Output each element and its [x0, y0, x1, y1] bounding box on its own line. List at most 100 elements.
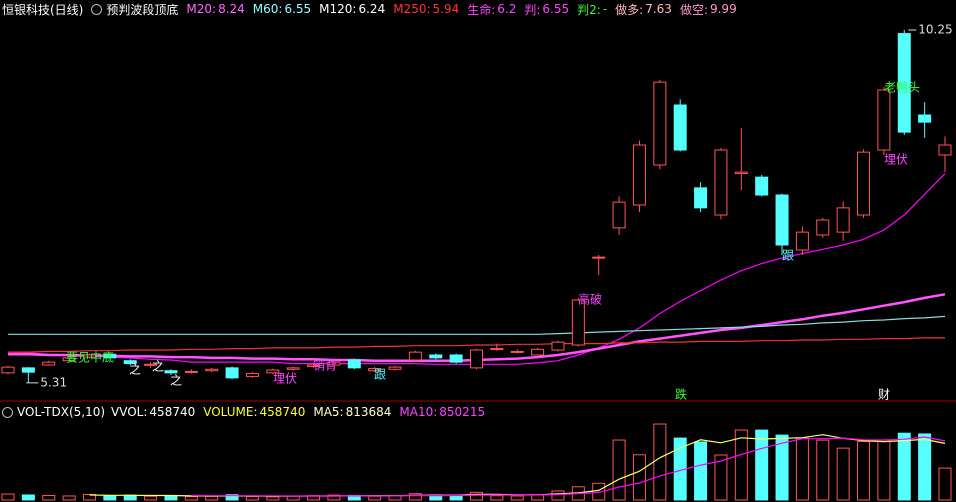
- candle-body: [408, 351, 422, 361]
- volume-bar: [551, 490, 565, 501]
- signal-label: 跌: [675, 387, 687, 402]
- candle-body: [103, 353, 117, 359]
- volume-bar: [408, 493, 422, 501]
- candle-body: [164, 370, 178, 374]
- candle-body: [225, 367, 239, 379]
- candle-body: [755, 176, 769, 196]
- indicator-icon: [91, 3, 103, 15]
- volume-bar: [327, 494, 341, 501]
- candle-body: [897, 33, 911, 133]
- volume-bar: [266, 496, 280, 501]
- volume-bar: [82, 493, 96, 501]
- legend-value: 8.24: [218, 2, 245, 16]
- candle-body: [245, 373, 259, 377]
- main-header: 恒银科技(日线) 预判波段顶底 M20: 8.24 M60: 6.55 M120: 6.2…: [2, 1, 745, 17]
- volume-bar: [510, 495, 524, 501]
- volume-bar: [653, 423, 667, 501]
- candle-body: [21, 367, 35, 373]
- signal-label: 销背: [313, 359, 337, 373]
- volume-bar: [836, 447, 850, 501]
- candle-body: [123, 360, 137, 365]
- legend-label: 判2:: [577, 2, 601, 17]
- indicator-name: 预判波段顶底: [106, 2, 179, 17]
- volume-bar: [245, 496, 259, 501]
- volume-bar: [734, 429, 748, 501]
- candle-body: [388, 366, 402, 370]
- volume-bar: [21, 494, 35, 501]
- candle-body: [368, 368, 382, 372]
- volume-bar: [368, 495, 382, 501]
- legend-value: 9.99: [709, 2, 737, 16]
- legend-value: 813684: [345, 405, 392, 419]
- volume-bar: [205, 495, 219, 501]
- legend-label: M60:: [252, 2, 283, 16]
- volume-bar: [816, 439, 830, 501]
- volume-bar: [775, 434, 789, 501]
- volume-bar: [714, 454, 728, 501]
- volume-bar: [62, 495, 76, 501]
- legend-value: 850215: [439, 405, 486, 419]
- volume-bar: [184, 496, 198, 501]
- volume-bar: [632, 454, 646, 501]
- legend-label: M20:: [186, 2, 217, 16]
- legend-label: MA10:: [399, 405, 438, 419]
- legend-label: 判:: [524, 2, 541, 17]
- volume-average-line: [191, 436, 946, 497]
- stock-title: 恒银科技(日线): [2, 2, 84, 17]
- candle-body: [184, 370, 198, 373]
- moving-average-line: [8, 315, 946, 335]
- candle-body: [918, 114, 932, 123]
- legend-value: -: [602, 2, 608, 16]
- candle-body: [836, 207, 850, 233]
- low-label: 5.31: [40, 375, 67, 389]
- legend-value: 6.24: [358, 2, 386, 16]
- candle-body: [82, 354, 96, 358]
- signal-label: 跟: [782, 249, 794, 263]
- candle-body: [307, 364, 321, 367]
- volume-bar: [470, 491, 483, 501]
- legend-value: 458740: [259, 405, 306, 419]
- volume-bar: [164, 495, 178, 501]
- legend-value: 5.94: [432, 2, 460, 16]
- candle-body: [632, 144, 646, 206]
- candle-body: [327, 361, 341, 366]
- signal-label: 之: [129, 363, 141, 377]
- volume-bar: [795, 437, 809, 501]
- signal-label: 之: [170, 374, 182, 388]
- legend-label: 做空:: [679, 2, 708, 17]
- candle-body: [795, 231, 809, 251]
- signal-label: 财: [878, 388, 890, 402]
- candle-body: [266, 369, 280, 374]
- moving-average-line: [7, 173, 946, 365]
- candle-body: [592, 256, 606, 259]
- candle-body: [205, 368, 219, 372]
- legend-label: MA5:: [313, 405, 344, 419]
- candle-body: [612, 201, 626, 229]
- candle-body: [857, 151, 871, 216]
- legend-label: M120:: [319, 2, 357, 16]
- signal-label: 要见中底: [66, 350, 114, 365]
- candle-body: [510, 350, 524, 353]
- signal-label: 老鸭头: [884, 81, 920, 95]
- volume-bar: [694, 441, 708, 501]
- candle-body: [347, 359, 361, 369]
- candle-body: [816, 219, 830, 236]
- volume-bar: [612, 439, 626, 501]
- volume-bar: [144, 495, 158, 501]
- volume-bar: [918, 433, 932, 501]
- legend-label: VOLUME:: [203, 405, 258, 419]
- candle-body: [551, 341, 565, 351]
- signal-label: 埋伏: [273, 372, 297, 386]
- legend-value: 458740: [149, 405, 196, 419]
- candle-body: [42, 361, 56, 366]
- signal-label: 跟: [374, 368, 386, 382]
- legend-value: 6.55: [284, 2, 312, 16]
- volume-bar: [1, 493, 15, 501]
- candle-body: [490, 348, 504, 351]
- legend-value: 7.63: [645, 2, 672, 16]
- candle-body: [531, 348, 545, 356]
- candle-body: [571, 299, 585, 346]
- legend-label: M250:: [393, 2, 431, 16]
